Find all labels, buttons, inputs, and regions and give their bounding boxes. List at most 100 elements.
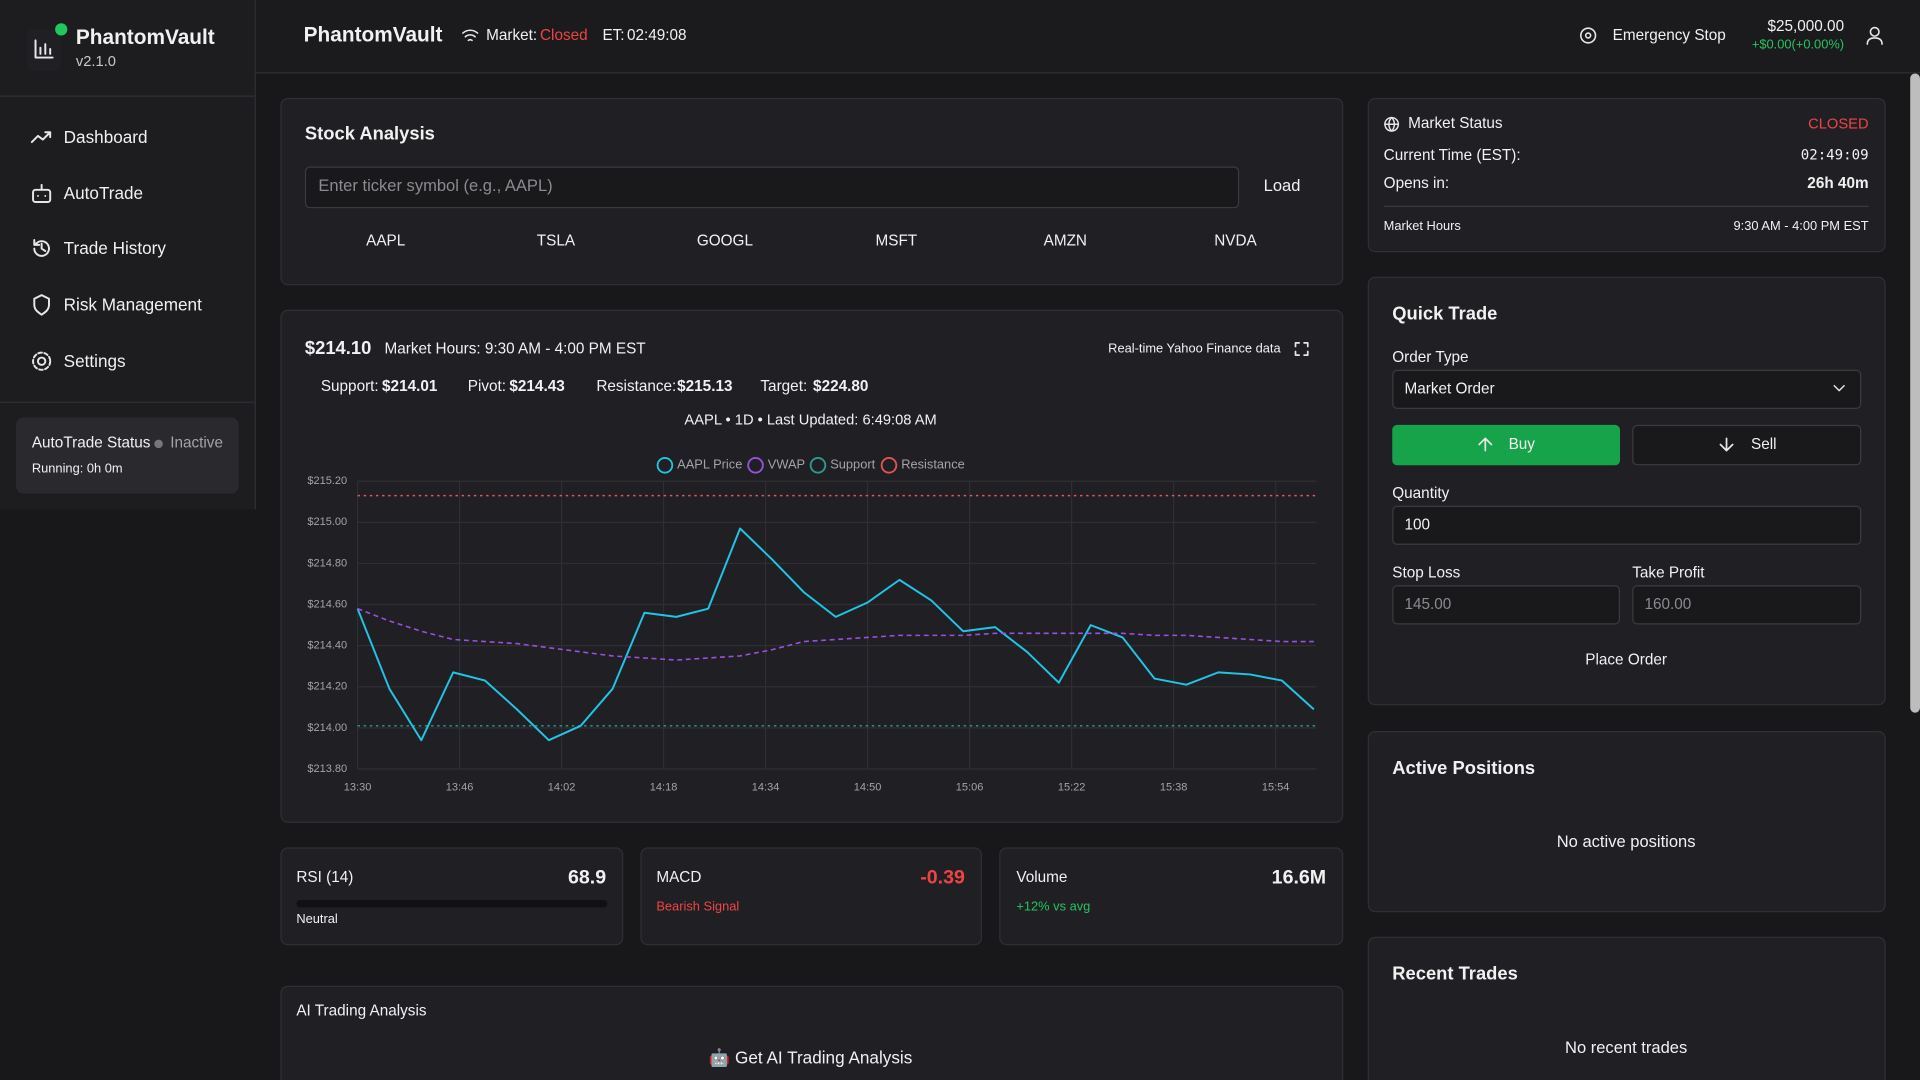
status-label: Current Time (EST): [1383,146,1521,164]
ticker-chip[interactable]: AMZN [1043,232,1087,250]
data-source: Real-time Yahoo Finance data [1108,341,1281,356]
nav-item[interactable]: Settings [63,350,126,371]
indicator-card [280,847,624,946]
ticker-chip[interactable]: MSFT [875,232,918,250]
level-label: Resistance: [596,377,677,395]
logo [26,29,62,72]
divider [0,95,255,97]
indicator-card [640,847,983,946]
panel-title: Stock Analysis [304,123,435,145]
status-running: Running: 0h 0m [31,461,123,476]
market-hours: Market Hours: 9:30 AM - 4:00 PM EST [384,339,646,357]
header [255,0,1920,74]
sell-label: Sell [1751,435,1777,453]
nav-item[interactable]: Risk Management [63,294,202,315]
level-value: $214.01 [382,377,438,395]
indicator-value: 16.6M [1271,867,1327,889]
take-profit-placeholder: 160.00 [1644,595,1692,613]
level-label: Pivot: [467,377,507,395]
panel-title: Recent Trades [1392,963,1518,985]
buy-button[interactable] [1392,424,1620,466]
status-dot [154,439,163,449]
status-label: Opens in: [1383,174,1450,192]
stop-icon [1580,27,1597,44]
market-status-title: Market Status [1408,114,1503,132]
ticker-chip[interactable]: AAPL [366,232,406,250]
market-status-panel [1367,97,1886,253]
nav-icon [30,131,52,144]
indicator-value: 68.9 [567,867,607,889]
status-title: AutoTrade Status [31,434,151,452]
load-button[interactable]: Load [1263,176,1301,195]
sell-button[interactable] [1632,424,1862,466]
current-price: $214.10 [304,337,372,359]
recent-trades-panel [1367,936,1886,1080]
nav-item[interactable]: Dashboard [63,126,148,147]
hours-value: 9:30 AM - 4:00 PM EST [1733,218,1869,234]
scrollbar[interactable] [1910,73,1920,713]
nav-icon [32,183,52,204]
field-label: Order Type [1392,348,1469,366]
take-profit-input[interactable] [1632,585,1862,625]
market-state: Closed [540,26,588,44]
nav-icon [32,351,52,371]
empty-state: No recent trades [1565,1038,1688,1057]
place-order-button[interactable]: Place Order [1585,650,1667,668]
indicator-name: Volume [1016,868,1068,886]
header-title: PhantomVault [303,23,443,47]
quick-trade-panel [1367,276,1886,706]
chart-subtitle: AAPL • 1D • Last Updated: 6:49:08 AM [684,411,937,429]
nav-item[interactable]: Trade History [63,238,166,258]
hours-label: Market Hours [1383,218,1461,234]
balance-change: +$0.00(+0.00%) [1751,37,1845,53]
indicator-value: -0.39 [920,867,965,889]
arrow-down [1719,437,1734,452]
market-label: Market: [486,26,538,44]
et-time: 02:49:08 [626,26,687,44]
buy-label: Buy [1508,435,1535,453]
ticker-input[interactable] [304,166,1240,209]
stop-loss-placeholder: 145.00 [1404,595,1452,613]
status-value: 26h 40m [1807,174,1869,192]
level-label: Target: [760,377,808,395]
level-label: Support: [320,377,379,395]
nav-item[interactable]: AutoTrade [63,183,144,203]
level-value: $214.43 [509,377,565,395]
indicator-note: Bearish Signal [656,899,740,915]
stop-loss-input[interactable] [1392,585,1620,625]
quantity-input[interactable] [1392,505,1862,545]
divider [0,401,255,403]
wifi-icon [462,29,479,42]
chart-panel [280,309,1344,823]
panel-title: Quick Trade [1392,303,1498,325]
panel-title: Active Positions [1392,757,1536,779]
fullscreen-icon[interactable] [1294,342,1309,357]
ai-button[interactable]: 🤖 Get AI Trading Analysis [708,1047,913,1068]
arrow-up [1478,437,1493,452]
level-value: $215.13 [677,377,733,395]
nav-icon [33,294,50,316]
order-type-select[interactable] [1392,369,1862,409]
indicator-name: RSI (14) [296,868,354,886]
ticker-chip[interactable]: NVDA [1214,232,1257,250]
status-dot [55,23,68,36]
emergency-stop[interactable]: Emergency Stop [1612,26,1726,44]
status-value: 02:49:09 [1800,145,1869,163]
globe-icon [1384,116,1400,132]
ticker-chip[interactable]: TSLA [536,232,576,250]
order-type-value: Market Order [1404,380,1495,398]
user-icon[interactable] [1866,26,1883,46]
ticker-chip[interactable]: GOOGL [696,232,753,250]
version: v2.1.0 [75,52,116,70]
field-label: Stop Loss [1392,563,1461,582]
et-label: ET: [602,26,625,44]
ticker-placeholder: Enter ticker symbol (e.g., AAPL) [318,176,553,195]
autotrade-status [15,417,239,494]
divider [1383,205,1869,207]
level-value: $224.80 [813,377,869,395]
indicator-note: Neutral [296,911,338,927]
balance: $25,000.00 [1767,17,1845,35]
rsi-track [296,900,608,908]
